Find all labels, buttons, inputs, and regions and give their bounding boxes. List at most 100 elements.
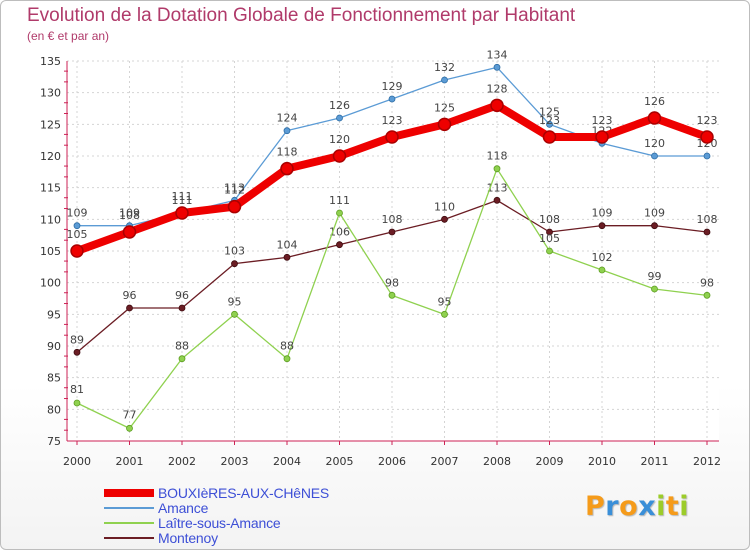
data-label-0: 120 — [329, 133, 350, 146]
data-label-1: 129 — [382, 80, 403, 93]
logo-letter: i — [679, 491, 690, 522]
legend-item: BOUXIèRES-AUX-CHêNES — [104, 484, 330, 501]
series-point-2 — [178, 355, 186, 363]
series-point-3 — [283, 253, 291, 261]
series-point-2 — [441, 310, 448, 318]
x-tick-label: 2004 — [273, 455, 301, 468]
legend-swatch — [104, 536, 154, 539]
chart-legend: BOUXIèRES-AUX-CHêNES Amance Laître-sous-Am… — [104, 484, 330, 546]
series-point-2 — [73, 399, 81, 407]
data-label-2: 81 — [70, 383, 84, 396]
data-label-3: 104 — [277, 238, 298, 251]
data-label-3: 96 — [123, 289, 137, 302]
data-label-2: 102 — [592, 251, 613, 264]
data-label-3: 109 — [592, 207, 613, 220]
chart-title: Evolution de la Dotation Globale de Fonc… — [27, 5, 576, 26]
series-point-3 — [651, 222, 658, 230]
data-label-2: 99 — [648, 270, 662, 283]
legend-item: Laître-sous-Amance — [104, 515, 329, 531]
series-point-1 — [546, 120, 553, 128]
series-point-3 — [231, 260, 238, 268]
logo-letter: i — [656, 491, 666, 522]
data-label-0: 128 — [487, 82, 508, 95]
series-point-0 — [595, 130, 609, 144]
data-label-3: 108 — [697, 213, 718, 226]
y-tick-label: 85 — [47, 372, 61, 385]
x-tick-label: 2002 — [168, 455, 196, 468]
series-point-0 — [542, 130, 557, 144]
data-label-0: 125 — [434, 101, 455, 114]
series-point-0 — [70, 244, 84, 258]
data-label-1: 125 — [539, 105, 560, 118]
series-point-2 — [703, 291, 711, 299]
data-label-1: 120 — [644, 137, 665, 150]
series-point-1 — [493, 63, 501, 71]
logo-letter: r — [605, 491, 620, 522]
data-label-2: 95 — [228, 295, 242, 308]
series-point-1 — [73, 222, 81, 230]
data-label-0: 126 — [644, 95, 665, 108]
data-label-3: 103 — [224, 245, 245, 258]
data-label-2: 111 — [329, 194, 350, 207]
data-label-2: 95 — [438, 295, 452, 308]
chart-subtitle: (en € et par an) — [27, 29, 110, 43]
x-tick-label: 2007 — [431, 455, 459, 468]
series-point-2 — [598, 266, 606, 274]
y-tick-label: 120 — [40, 150, 61, 163]
series-point-3 — [546, 228, 553, 236]
legend-swatch — [104, 521, 154, 524]
series-point-1 — [283, 127, 291, 135]
series-point-3 — [441, 215, 448, 223]
legend-label: BOUXIèRES-AUX-CHêNES — [158, 484, 330, 501]
data-label-2: 88 — [175, 340, 189, 353]
y-tick-label: 95 — [47, 308, 61, 321]
data-label-3: 109 — [644, 207, 665, 220]
series-point-0 — [280, 161, 294, 176]
y-tick-label: 135 — [40, 55, 61, 68]
y-tick-label: 125 — [40, 118, 61, 131]
data-label-0: 123 — [697, 114, 718, 127]
data-label-0: 118 — [277, 146, 298, 159]
series-point-3 — [73, 348, 81, 356]
x-tick-label: 2003 — [221, 455, 249, 468]
series-point-3 — [126, 304, 133, 312]
series-point-2 — [546, 247, 553, 255]
series-point-1 — [703, 152, 711, 160]
data-label-1: 124 — [277, 112, 298, 125]
data-label-3: 96 — [175, 289, 189, 302]
series-point-3 — [388, 228, 396, 236]
series-point-2 — [651, 285, 658, 293]
y-tick-label: 115 — [40, 182, 61, 195]
data-label-0: 123 — [592, 114, 613, 127]
legend-label: Montenoy — [158, 529, 218, 546]
series-point-0 — [647, 111, 662, 125]
x-tick-label: 2008 — [483, 455, 511, 468]
series-point-2 — [336, 209, 343, 217]
data-label-0: 123 — [539, 114, 560, 127]
data-label-0: 105 — [67, 228, 88, 241]
series-point-2 — [388, 291, 396, 299]
series-point-1 — [651, 152, 658, 160]
y-tick-label: 100 — [40, 277, 61, 290]
data-label-0: 123 — [382, 114, 403, 127]
x-tick-label: 2005 — [326, 455, 354, 468]
legend-item: Montenoy — [104, 529, 329, 546]
data-label-1: 109 — [119, 207, 140, 220]
series-point-0 — [700, 130, 714, 144]
data-label-2: 98 — [700, 276, 714, 289]
logo-letter: t — [665, 491, 680, 522]
series-point-1 — [336, 114, 343, 122]
data-label-1: 109 — [67, 207, 88, 220]
data-label-3: 108 — [382, 213, 403, 226]
legend-item: Amance — [104, 499, 329, 516]
series-point-3 — [178, 304, 186, 312]
series-point-3 — [703, 228, 711, 236]
series-point-0 — [227, 199, 242, 214]
series-point-1 — [388, 95, 396, 103]
data-label-1: 113 — [224, 181, 245, 194]
series-point-0 — [385, 130, 399, 144]
data-label-2: 118 — [487, 150, 508, 163]
legend-label: Amance — [158, 499, 209, 516]
series-point-0 — [332, 149, 347, 163]
